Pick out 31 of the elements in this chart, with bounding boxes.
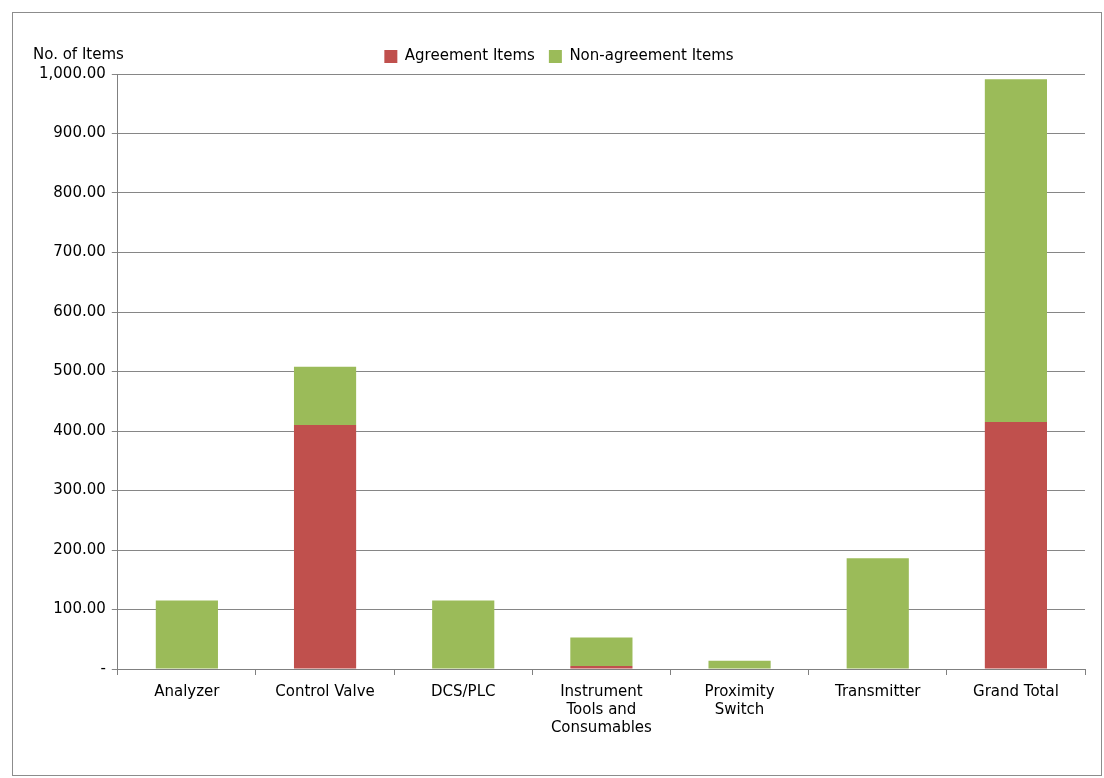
y-tick-label: 600.00 <box>53 301 106 320</box>
y-tick-label: 900.00 <box>53 123 106 142</box>
x-tick-label: Control Valve <box>275 681 375 700</box>
x-tick-label: Proximity Switch <box>704 681 775 718</box>
bar <box>293 366 357 426</box>
x-tick-label: DCS/PLC <box>430 681 496 700</box>
bar <box>570 666 633 669</box>
x-tick-label: Instrument Tools and Consumables <box>550 681 653 736</box>
y-tick-label: 500.00 <box>53 361 106 380</box>
x-tick-label: Grand Total <box>973 681 1059 700</box>
bar <box>708 660 771 669</box>
bar <box>984 422 1047 669</box>
y-tick-label: 100.00 <box>53 599 106 618</box>
bar <box>432 600 495 669</box>
bar <box>293 425 357 669</box>
y-tick-label: 700.00 <box>53 242 106 261</box>
bar <box>846 558 909 669</box>
y-tick-label: 200.00 <box>53 539 106 558</box>
y-tick-label: 400.00 <box>53 420 106 439</box>
y-tick-label: - <box>100 658 106 677</box>
legend-label: Non-agreement Items <box>569 46 734 65</box>
y-tick-label: 1,000.00 <box>39 63 106 82</box>
y-axis-title: No. of Items <box>33 44 125 63</box>
legend-label: Agreement Items <box>404 46 536 65</box>
y-tick-label: 300.00 <box>53 480 106 499</box>
y-tick-label: 800.00 <box>53 182 106 201</box>
x-tick-label: Analyzer <box>154 681 221 700</box>
bar <box>984 79 1047 423</box>
bar <box>570 637 633 667</box>
bar <box>155 600 218 669</box>
x-tick-label: Transmitter <box>833 681 922 700</box>
